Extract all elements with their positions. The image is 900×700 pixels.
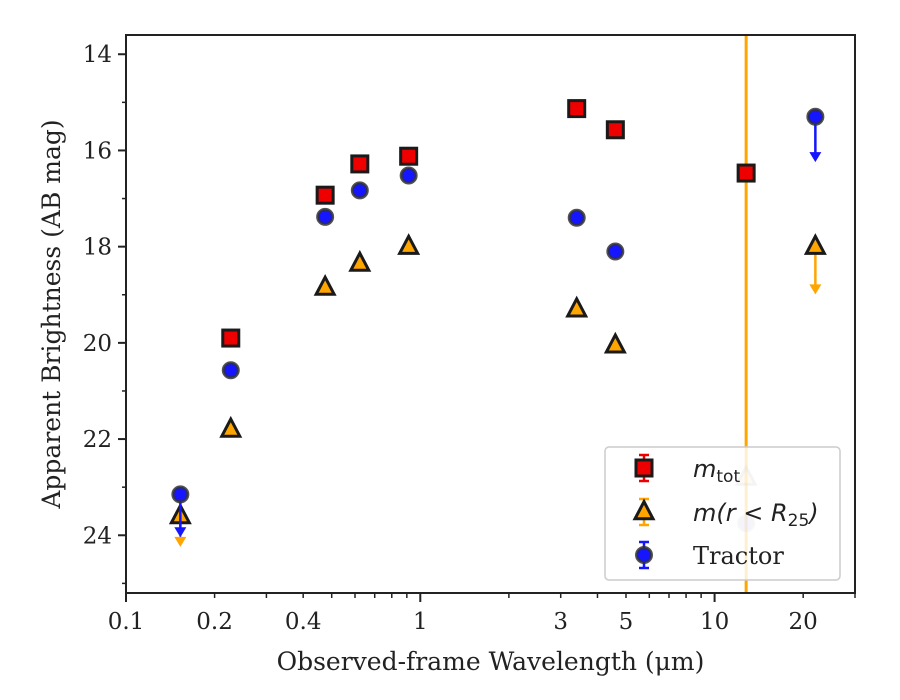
x-tick-label: 0.1 <box>108 609 145 635</box>
square-marker <box>634 458 654 478</box>
square-marker <box>350 154 370 174</box>
circle-point <box>316 207 335 226</box>
circle-point <box>350 181 369 200</box>
circle-marker <box>635 546 653 564</box>
legend-entry: m(r < R25) <box>632 497 819 531</box>
circle-marker <box>316 207 335 226</box>
legend-label: m(r < R25) <box>693 499 819 531</box>
x-tick-label: 3 <box>553 609 568 635</box>
square-point <box>350 154 370 174</box>
x-axis-label: Observed-frame Wavelength (μm) <box>277 647 705 676</box>
circle-marker <box>221 361 240 380</box>
square-marker <box>315 185 335 205</box>
circle-point <box>399 166 418 185</box>
circle-point <box>171 485 190 538</box>
legend-label: Tractor <box>693 542 784 570</box>
x-tick-label: 0.4 <box>285 609 322 635</box>
square-point <box>605 120 625 140</box>
triangle-marker <box>397 233 421 255</box>
square-point <box>399 146 419 166</box>
x-tick-label: 0.2 <box>196 609 233 635</box>
square-point <box>221 328 241 348</box>
square-marker <box>399 146 419 166</box>
square-point <box>567 99 587 119</box>
upper-limit-arrow <box>174 527 187 538</box>
square-marker <box>605 120 625 140</box>
plot-area <box>168 35 827 593</box>
triangle-point <box>219 415 243 438</box>
circle-marker <box>606 242 625 261</box>
triangle-point <box>603 331 627 354</box>
circle-marker <box>350 181 369 200</box>
y-axis-label: Apparent Brightness (AB mag) <box>37 119 66 509</box>
triangle-point <box>313 273 337 296</box>
square-point <box>736 163 756 183</box>
axes: 14 16 18 20 22 24 0.1 0.2 0.4 1 3 5 10 20 <box>83 34 856 635</box>
triangle-marker <box>313 273 337 296</box>
triangle-marker <box>219 415 243 438</box>
circle-marker <box>567 208 586 227</box>
triangle-marker <box>803 233 827 255</box>
circle-point <box>606 242 625 261</box>
y-tick-label: 16 <box>83 138 112 164</box>
triangle-marker <box>603 331 627 354</box>
legend: mtot m(r < R25) Tractor <box>604 446 841 581</box>
circle-point <box>567 208 586 227</box>
circle-marker <box>171 485 190 504</box>
x-tick-label: 20 <box>789 609 818 635</box>
x-tick-label: 1 <box>413 609 428 635</box>
triangle-point <box>397 233 421 255</box>
y-tick-label: 22 <box>83 427 112 453</box>
plot-frame <box>125 34 856 594</box>
circle-marker <box>806 107 825 126</box>
upper-limit-arrow <box>809 284 822 295</box>
y-tick-label: 24 <box>83 523 112 549</box>
upper-limit-arrow <box>809 152 822 163</box>
triangle-marker <box>348 249 372 272</box>
y-tick-label: 20 <box>83 331 112 357</box>
y-tick-label: 18 <box>83 235 112 261</box>
square-marker <box>567 99 587 119</box>
legend-box <box>604 446 841 581</box>
square-point <box>315 185 335 205</box>
triangle-point <box>565 295 589 318</box>
circle-point <box>806 107 825 163</box>
upper-limit-arrow <box>174 536 187 547</box>
square-marker <box>221 328 241 348</box>
triangle-point <box>348 249 372 272</box>
legend-label: mtot <box>693 455 740 487</box>
triangle-point <box>803 233 827 295</box>
y-tick-label: 14 <box>83 42 112 68</box>
legend-entry: Tractor <box>635 540 784 570</box>
circle-marker <box>399 166 418 185</box>
legend-entry: mtot <box>634 453 740 487</box>
x-tick-label: 10 <box>700 609 729 635</box>
square-marker <box>736 163 756 183</box>
triangle-marker <box>565 295 589 318</box>
x-tick-label: 5 <box>619 609 634 635</box>
circle-point <box>221 361 240 380</box>
triangle-marker <box>632 498 656 521</box>
